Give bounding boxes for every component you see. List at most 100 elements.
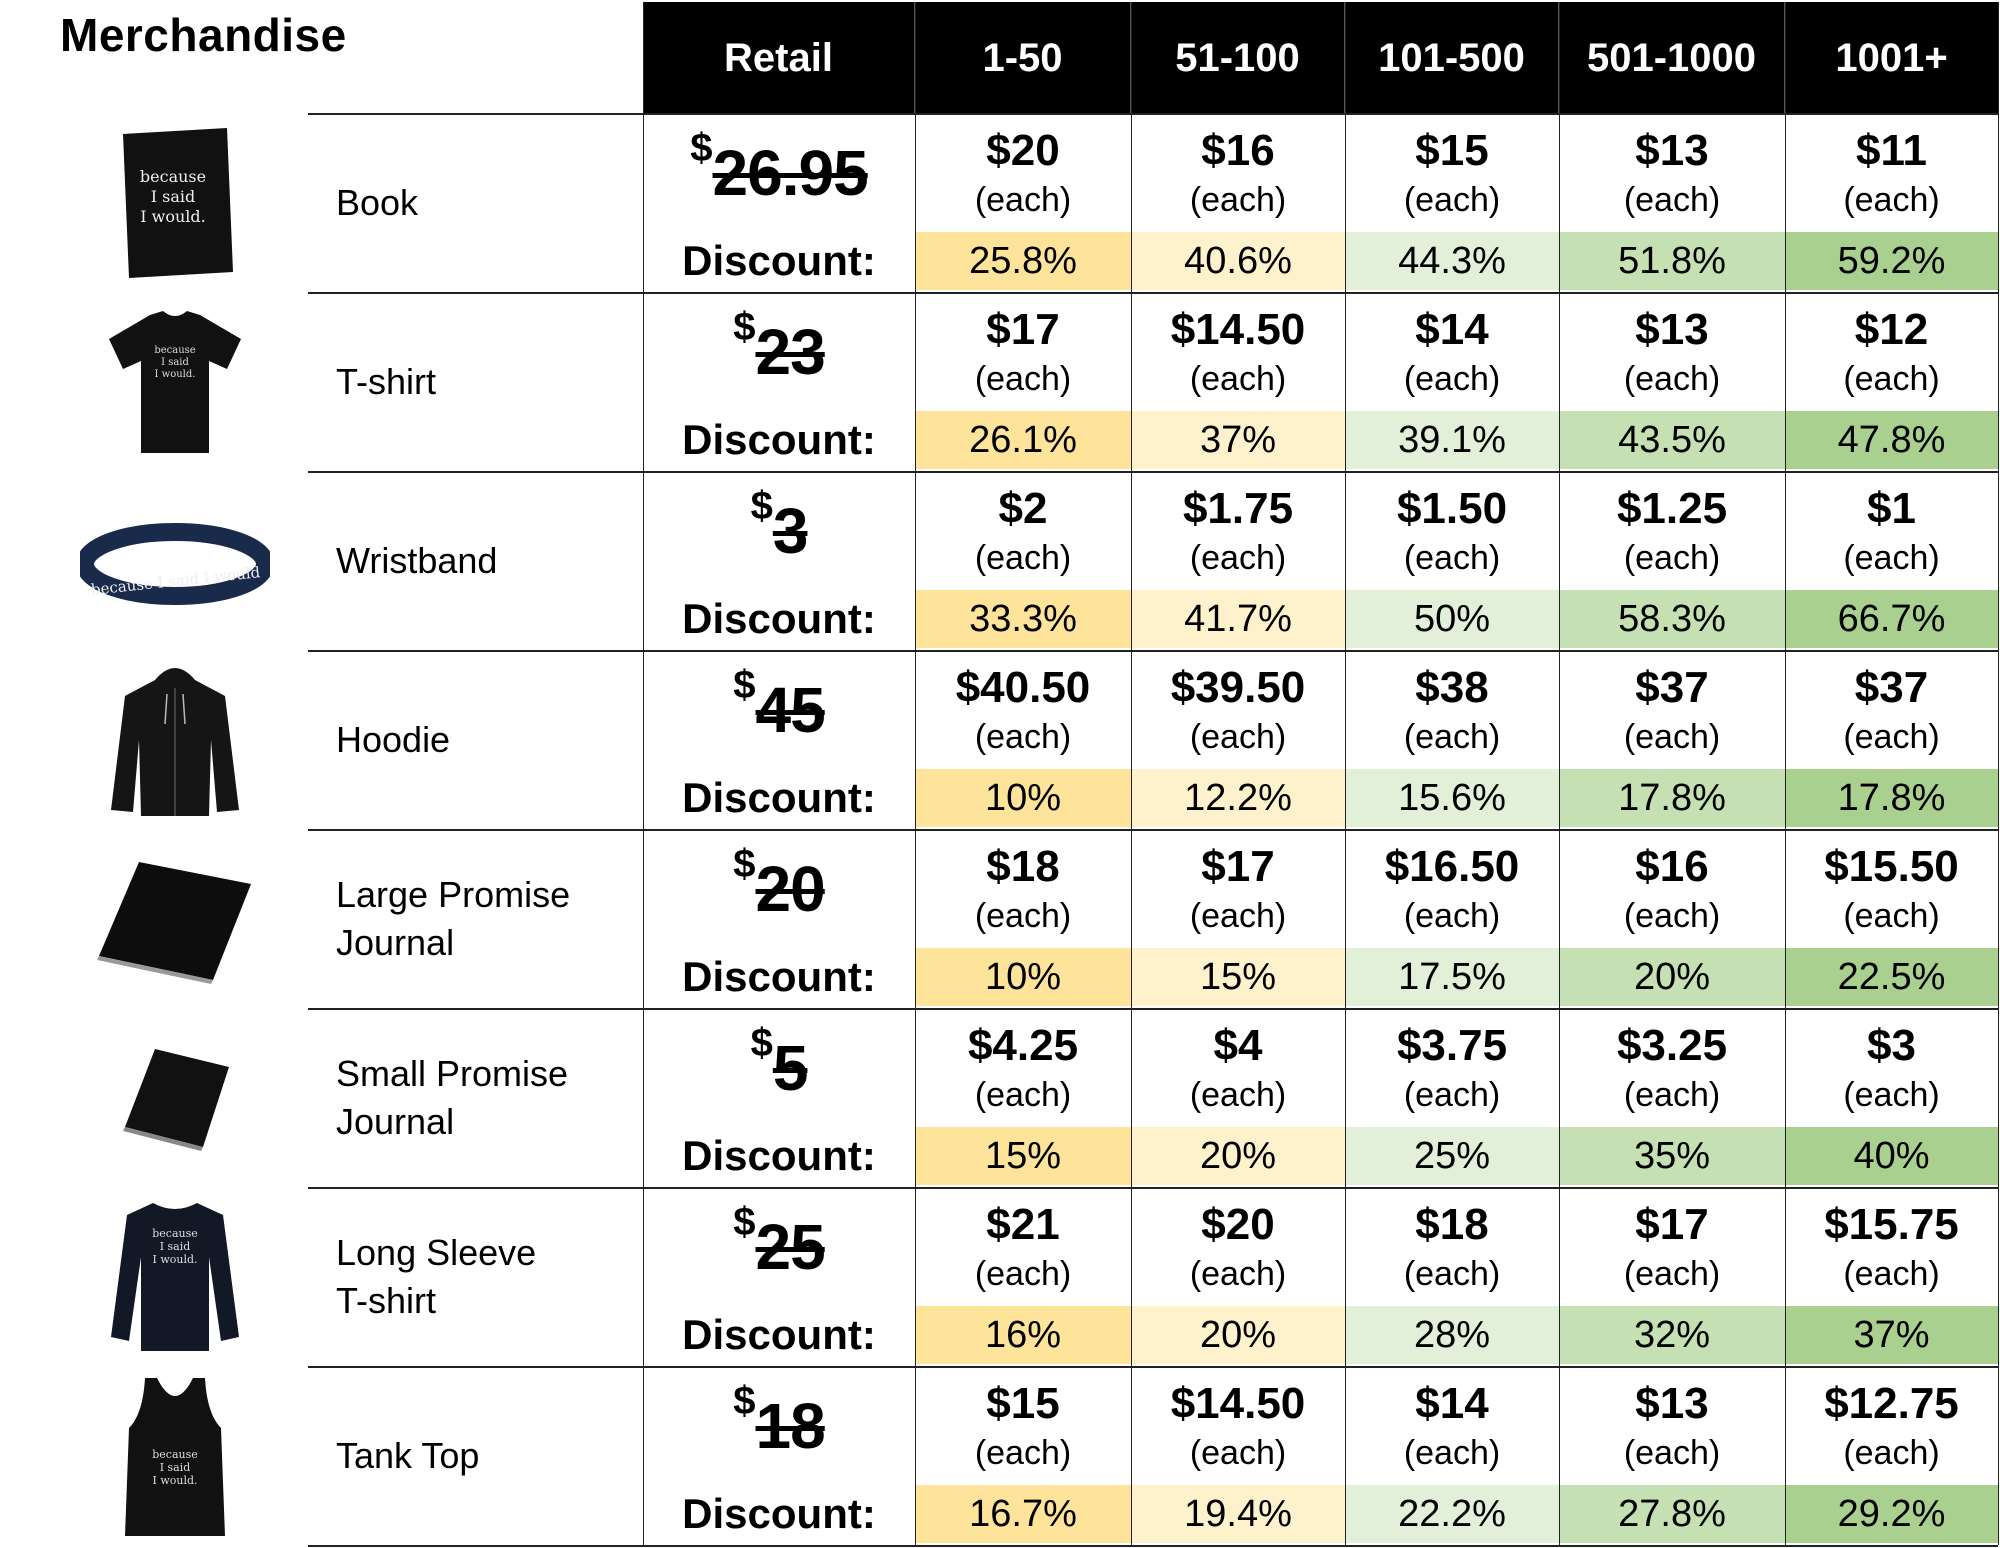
discount-cell: 43.5% <box>1559 411 1785 469</box>
tier-price: $1 <box>1867 484 1916 533</box>
currency-symbol: $ <box>733 842 756 886</box>
tier-price-cell: $15.50 (each) <box>1785 830 1998 948</box>
discount-cell: 59.2% <box>1785 232 1998 290</box>
tier-price: $16 <box>1635 842 1709 891</box>
column-header-retail: Retail <box>643 2 915 114</box>
column-divider <box>1559 2 1560 1545</box>
svg-text:because: because <box>154 345 195 356</box>
tier-price-cell: $14 (each) <box>1345 293 1559 411</box>
discount-cell: 16.7% <box>915 1485 1131 1543</box>
discount-cell: 22.5% <box>1785 948 1998 1006</box>
page-title: Merchandise <box>60 9 347 61</box>
retail-amount: 23 <box>755 316 826 388</box>
tier-price: $4 <box>1213 1021 1263 1070</box>
each-label: (each) <box>1843 1255 1940 1293</box>
retail-amount: 5 <box>772 1032 809 1104</box>
each-label: (each) <box>1403 1434 1501 1472</box>
discount-cell: 44.3% <box>1345 232 1559 290</box>
each-label: (each) <box>1189 1255 1287 1293</box>
discount-cell: 10% <box>915 769 1131 827</box>
each-label: (each) <box>1189 1434 1287 1472</box>
each-label: (each) <box>974 181 1072 219</box>
row-divider <box>308 650 1998 652</box>
each-label: (each) <box>1403 360 1501 398</box>
each-label: (each) <box>1623 360 1721 398</box>
discount-cell: 40.6% <box>1131 232 1345 290</box>
product-name: Book <box>336 182 419 223</box>
tier-price-cell: $14.50 (each) <box>1131 1367 1345 1485</box>
product-row: because I said I would Wristband $3 Discoun… <box>0 472 2000 650</box>
tier-price-cell: $14.50 (each) <box>1131 293 1345 411</box>
tier-price: $12.75 <box>1824 1379 1959 1428</box>
discount-cell: 19.4% <box>1131 1485 1345 1543</box>
column-divider <box>1345 2 1346 1545</box>
discount-cell: 27.8% <box>1559 1485 1785 1543</box>
discount-cell: 40% <box>1785 1127 1998 1185</box>
currency-symbol: $ <box>733 1379 756 1423</box>
tier-price: $17 <box>1635 1200 1709 1249</box>
each-label: (each) <box>1403 1255 1501 1293</box>
discount-cell: 32% <box>1559 1306 1785 1364</box>
column-header-tier: 101-500 <box>1345 2 1559 114</box>
tier-price: $15 <box>1415 126 1489 175</box>
each-label: (each) <box>1843 539 1940 577</box>
tier-price: $1.25 <box>1616 484 1728 533</box>
each-label: (each) <box>1403 539 1501 577</box>
each-label: (each) <box>1403 1076 1501 1114</box>
retail-amount: 26.95 <box>712 137 869 209</box>
each-label: (each) <box>1843 181 1940 219</box>
each-label: (each) <box>1189 1076 1287 1114</box>
tier-price-cell: $37 (each) <box>1785 651 1998 769</box>
each-label: (each) <box>1403 718 1501 756</box>
retail-amount: 20 <box>755 853 826 925</box>
column-divider <box>915 2 916 1545</box>
tier-price-cell: $21 (each) <box>915 1188 1131 1306</box>
each-label: (each) <box>1623 181 1721 219</box>
retail-price: $18 <box>643 1367 915 1485</box>
discount-cell: 41.7% <box>1131 590 1345 648</box>
tier-price: $37 <box>1635 663 1709 712</box>
tier-price-cell: $16 (each) <box>1559 830 1785 948</box>
discount-cell: 66.7% <box>1785 590 1998 648</box>
each-label: (each) <box>1623 1076 1721 1114</box>
tier-price-cell: $13 (each) <box>1559 114 1785 232</box>
discount-cell: 51.8% <box>1559 232 1785 290</box>
tier-price: $1.50 <box>1396 484 1508 533</box>
tier-price: $17 <box>986 305 1060 354</box>
svg-text:I said: I said <box>151 187 196 206</box>
tier-price-cell: $38 (each) <box>1345 651 1559 769</box>
retail-amount: 18 <box>755 1390 826 1462</box>
tier-price: $37 <box>1854 663 1929 712</box>
tier-price-cell: $13 (each) <box>1559 1367 1785 1485</box>
discount-label: Discount: <box>682 1311 876 1358</box>
svg-text:I would.: I would. <box>140 207 205 226</box>
discount-cell: 26.1% <box>915 411 1131 469</box>
currency-symbol: $ <box>750 1021 773 1065</box>
large-journal-icon <box>80 840 270 998</box>
svg-text:because: because <box>152 1448 198 1461</box>
row-divider <box>308 113 1998 115</box>
tier-price-cell: $16 (each) <box>1131 114 1345 232</box>
product-name: Wristband <box>336 540 498 581</box>
small-journal-icon <box>80 1019 270 1177</box>
tier-price: $38 <box>1415 663 1489 712</box>
tier-price: $3.25 <box>1616 1021 1728 1070</box>
tier-price-cell: $12.75 (each) <box>1785 1367 1998 1485</box>
tier-price-cell: $20 (each) <box>915 114 1131 232</box>
row-divider <box>308 829 1998 831</box>
each-label: (each) <box>1843 360 1940 398</box>
tier-price-cell: $3.25 (each) <box>1559 1009 1785 1127</box>
tier-price: $40.50 <box>955 663 1091 712</box>
svg-text:I said: I said <box>160 1240 191 1253</box>
discount-label: Discount: <box>682 237 876 284</box>
discount-cell: 25.8% <box>915 232 1131 290</box>
discount-cell: 17.8% <box>1559 769 1785 827</box>
currency-symbol: $ <box>733 305 756 349</box>
svg-text:I said: I said <box>160 1461 191 1474</box>
discount-cell: 10% <box>915 948 1131 1006</box>
retail-price: $23 <box>643 293 915 411</box>
column-header-tier: 1001+ <box>1835 35 1948 80</box>
discount-cell: 35% <box>1559 1127 1785 1185</box>
tier-price: $14 <box>1415 1379 1489 1428</box>
retail-amount: 25 <box>755 1211 826 1283</box>
